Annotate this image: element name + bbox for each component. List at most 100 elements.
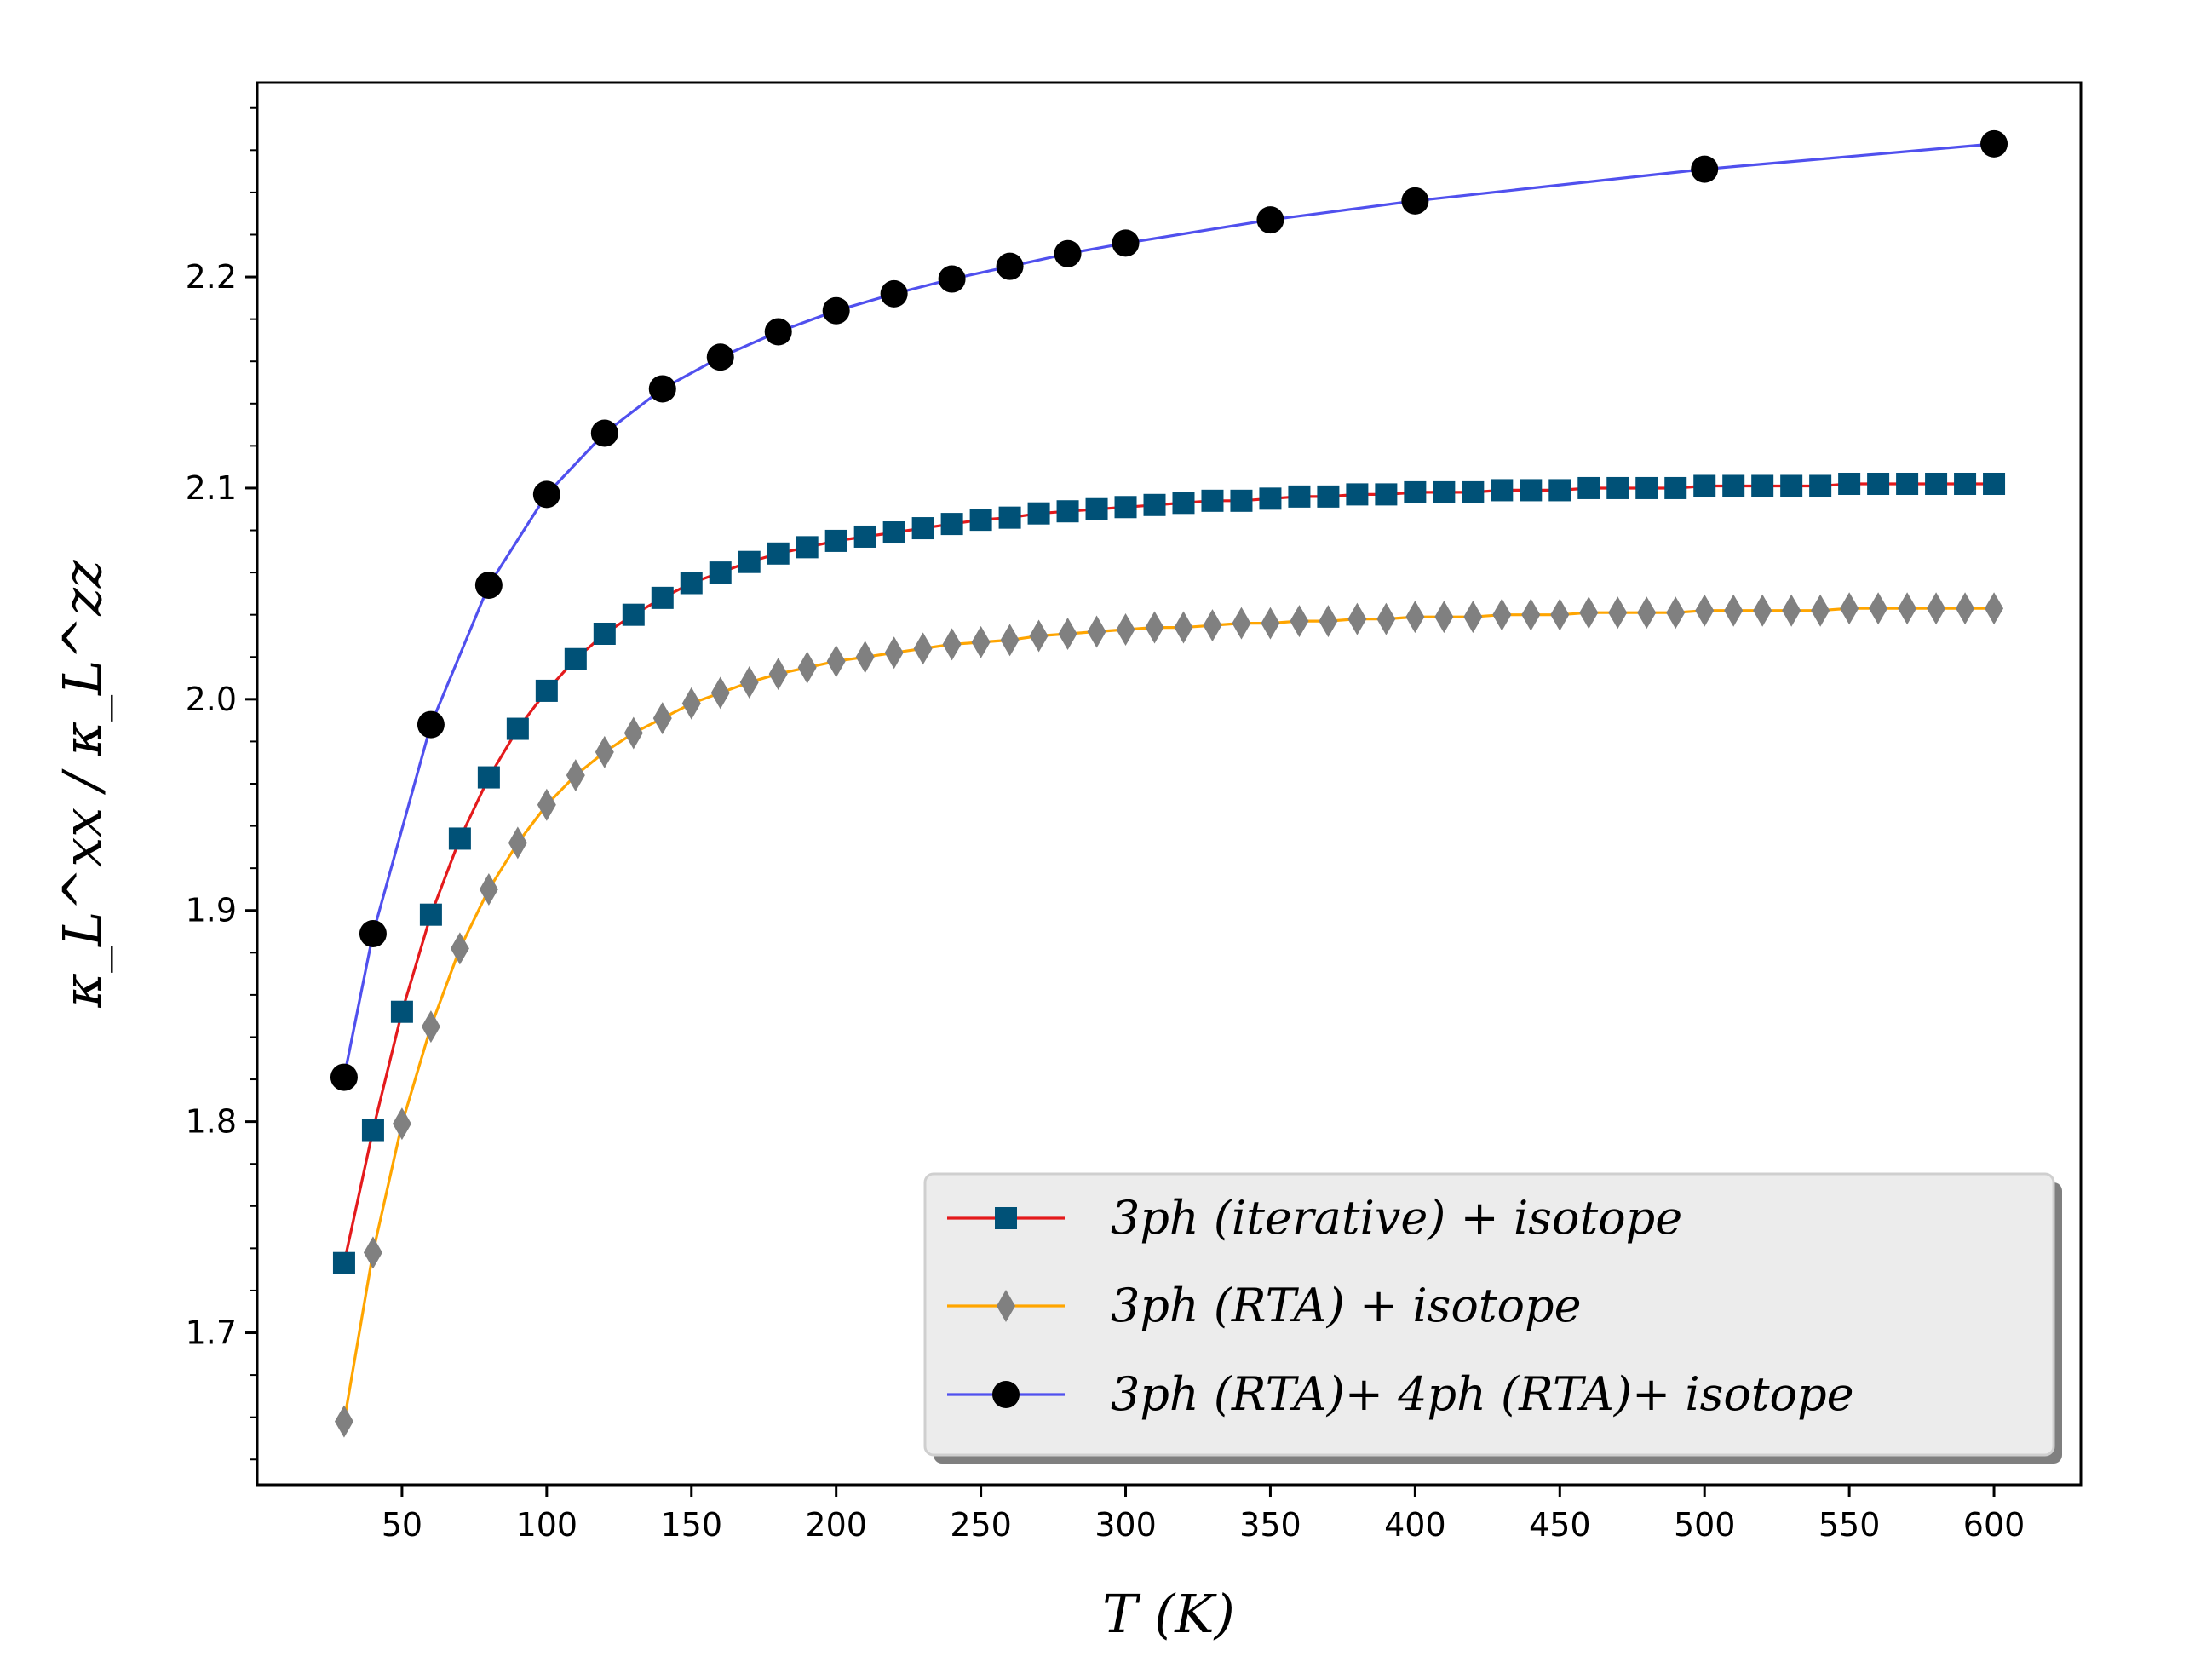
data-point	[1664, 476, 1687, 499]
data-point	[1463, 601, 1483, 634]
legend-items: 3ph (iterative) + isotope 3ph (RTA) + iso…	[947, 1191, 1854, 1421]
data-point	[1869, 592, 1888, 625]
data-point	[1809, 474, 1832, 497]
data-point	[1288, 485, 1311, 508]
data-point	[822, 296, 850, 325]
data-point	[1896, 472, 1919, 495]
data-point	[768, 658, 788, 691]
data-point	[361, 1119, 384, 1142]
x-tick-label: 300	[1095, 1506, 1157, 1544]
data-point	[1054, 239, 1082, 267]
y-tick-label: 1.8	[186, 1103, 237, 1141]
data-point	[1058, 617, 1077, 650]
data-point	[1492, 598, 1512, 631]
data-point	[1000, 624, 1020, 657]
data-point	[940, 513, 963, 536]
data-point	[1780, 474, 1803, 497]
data-point	[938, 265, 966, 293]
data-point	[1840, 592, 1859, 625]
data-point	[1927, 592, 1946, 625]
data-point	[595, 735, 614, 768]
data-point	[1319, 605, 1338, 638]
data-point	[1954, 472, 1977, 495]
data-point	[1085, 497, 1108, 520]
data-point	[826, 645, 846, 678]
data-point	[1724, 594, 1744, 627]
y-axis-label: κ_L^xx / κ_L^zz	[51, 560, 113, 1008]
data-point	[969, 509, 992, 532]
data-point	[971, 625, 991, 658]
y-axis-ticks: 1.7 1.8 1.9 2.0 2.1 2.2	[186, 258, 257, 1352]
data-point	[474, 571, 503, 599]
data-point	[1114, 496, 1137, 519]
legend-marker	[997, 1290, 1015, 1322]
data-point	[1521, 598, 1541, 631]
data-point	[332, 1251, 355, 1274]
data-point	[1174, 611, 1193, 644]
data-point	[1404, 480, 1427, 503]
data-point	[1838, 472, 1861, 495]
plot-markers	[330, 129, 2008, 1438]
data-point	[1548, 479, 1571, 502]
data-point	[1346, 483, 1369, 506]
data-point	[1112, 229, 1140, 257]
series-line	[342, 607, 1994, 1422]
data-point	[739, 666, 759, 699]
data-point	[1925, 472, 1948, 495]
data-point	[508, 826, 527, 860]
data-point	[1401, 187, 1429, 215]
legend-box	[923, 1172, 2055, 1457]
legend-marker	[995, 1207, 1017, 1229]
data-point	[1376, 602, 1396, 635]
data-point	[911, 517, 934, 540]
data-point	[767, 542, 790, 565]
data-point	[359, 920, 387, 948]
data-point	[1695, 594, 1715, 627]
data-point	[651, 586, 674, 609]
data-point	[797, 651, 817, 684]
data-point	[1290, 605, 1309, 638]
data-point	[566, 759, 585, 792]
data-point	[1375, 483, 1398, 506]
data-point	[1693, 474, 1716, 497]
data-point	[1577, 476, 1600, 499]
data-point	[417, 710, 445, 739]
data-point	[1172, 492, 1195, 515]
data-point	[1867, 472, 1890, 495]
data-point	[564, 647, 587, 670]
y-tick-label: 1.7	[186, 1314, 237, 1352]
data-point	[421, 1010, 440, 1044]
data-point	[882, 521, 905, 544]
data-point	[998, 506, 1021, 529]
data-point	[1116, 613, 1135, 647]
legend-label: 3ph (RTA) + isotope	[1111, 1279, 1582, 1332]
data-point	[1232, 607, 1251, 640]
legend: 3ph (iterative) + isotope 3ph (RTA) + iso…	[923, 1172, 2062, 1464]
data-point	[1317, 485, 1340, 508]
x-tick-label: 500	[1674, 1506, 1736, 1544]
data-point	[1405, 601, 1425, 634]
x-tick-label: 50	[382, 1506, 422, 1544]
data-point	[1753, 594, 1772, 627]
legend-label: 3ph (RTA)+ 4ph (RTA)+ isotope	[1111, 1367, 1854, 1421]
data-point	[477, 766, 500, 789]
x-tick-label: 550	[1818, 1506, 1881, 1544]
data-point	[1550, 598, 1570, 631]
data-point	[1056, 500, 1079, 523]
data-point	[1029, 619, 1049, 653]
data-point	[764, 318, 792, 346]
data-point	[363, 1236, 382, 1269]
y-tick-label: 2.2	[186, 258, 237, 296]
data-point	[1691, 155, 1719, 183]
data-point	[648, 375, 676, 403]
data-point	[996, 252, 1024, 280]
x-tick-label: 350	[1239, 1506, 1301, 1544]
data-point	[448, 827, 471, 850]
data-point	[1203, 609, 1222, 642]
data-point	[622, 603, 645, 626]
data-point	[884, 636, 904, 670]
data-point	[1751, 474, 1774, 497]
legend-label: 3ph (iterative) + isotope	[1111, 1191, 1682, 1245]
data-point	[942, 628, 962, 661]
